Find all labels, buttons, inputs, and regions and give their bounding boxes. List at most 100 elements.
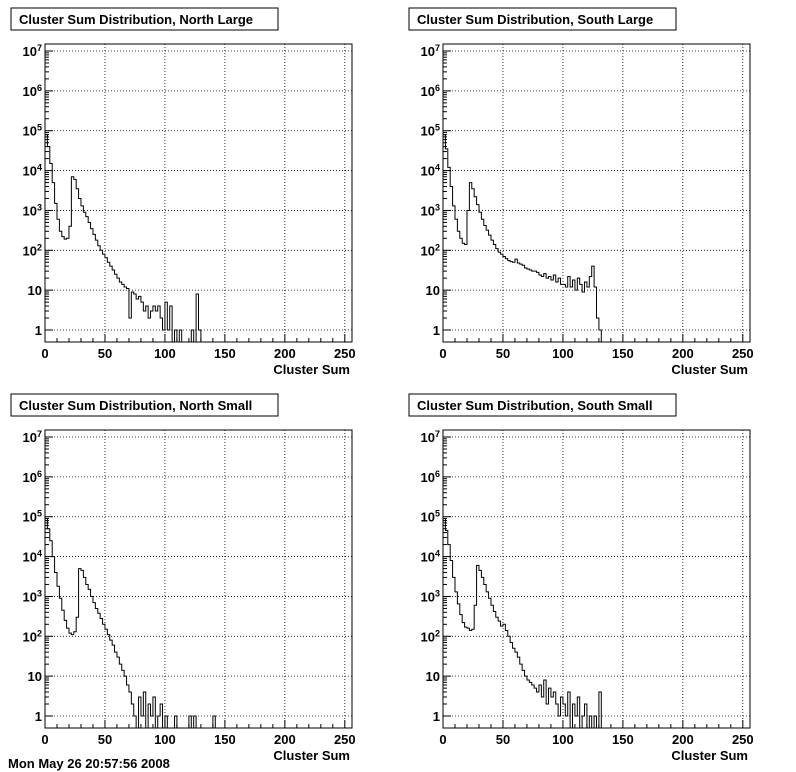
y-tick-label: 102	[421, 242, 440, 258]
histogram-bin	[565, 716, 567, 728]
y-tick-label: 104	[23, 549, 42, 565]
histogram-bin	[98, 246, 100, 342]
histogram-bin	[122, 670, 124, 728]
x-axis-label: Cluster Sum	[273, 748, 350, 763]
x-tick-label: 0	[41, 732, 48, 747]
y-tick-label: 103	[23, 588, 42, 604]
histogram-bin	[515, 652, 517, 728]
histogram-bin	[517, 657, 519, 728]
histogram-bin	[489, 235, 491, 342]
y-tick-label: 104	[23, 163, 42, 179]
histogram-bin	[539, 275, 541, 342]
histogram-bin	[122, 284, 124, 342]
histogram-bin	[55, 572, 57, 728]
histogram-bin	[59, 598, 61, 728]
histogram-bin	[74, 632, 76, 728]
histogram-bin	[551, 697, 553, 728]
histogram-bin	[462, 623, 464, 728]
histogram-bin	[491, 240, 493, 342]
x-tick-label: 100	[154, 732, 176, 747]
x-tick-label: 200	[672, 732, 694, 747]
histogram-bin	[167, 330, 169, 342]
histogram-bin	[98, 613, 100, 728]
histogram-bin	[79, 198, 81, 342]
histogram-bin	[525, 676, 527, 728]
histogram-bin	[570, 287, 572, 342]
histogram-bin	[47, 147, 49, 342]
histogram-bin	[117, 657, 119, 728]
histogram-bin	[541, 277, 543, 342]
histogram-bin	[465, 627, 467, 728]
x-tick-label: 0	[439, 346, 446, 361]
y-tick-label: 103	[421, 202, 440, 218]
histogram-bin	[496, 617, 498, 728]
x-tick-label: 150	[214, 346, 236, 361]
histogram-bin	[537, 272, 539, 342]
y-tick-label: 106	[421, 83, 440, 99]
footer-timestamp: Mon May 26 20:57:56 2008	[8, 756, 170, 771]
histogram-bin	[112, 270, 114, 342]
histogram-bin	[527, 680, 529, 728]
x-tick-label: 100	[552, 346, 574, 361]
histogram-bin	[505, 259, 507, 342]
x-tick-label: 0	[439, 732, 446, 747]
x-tick-label: 250	[732, 732, 754, 747]
x-tick-label: 50	[98, 346, 112, 361]
histogram-bin	[450, 560, 452, 728]
histogram-bin	[136, 299, 138, 342]
x-tick-label: 150	[214, 732, 236, 747]
histogram-bin	[563, 284, 565, 342]
histogram-series	[44, 134, 202, 343]
histogram-bin	[460, 615, 462, 728]
histogram-bin	[100, 250, 102, 342]
histogram-bin	[91, 596, 93, 728]
y-tick-label: 106	[23, 83, 42, 99]
y-tick-label: 102	[23, 242, 42, 258]
histogram-bin	[76, 189, 78, 342]
histogram-bin	[484, 584, 486, 728]
y-tick-label: 10	[28, 669, 42, 684]
y-tick-label: 10	[426, 669, 440, 684]
histogram-bin	[86, 217, 88, 342]
histogram-bin	[52, 557, 54, 728]
histogram-bin	[107, 635, 109, 728]
histogram-bin	[88, 589, 90, 728]
histogram-bin	[510, 642, 512, 728]
histogram-bin	[457, 604, 459, 728]
histogram-bin	[143, 311, 145, 342]
histogram-bin	[50, 164, 52, 342]
y-tick-label: 102	[421, 628, 440, 644]
histogram-series	[442, 518, 607, 729]
histogram-bin	[505, 630, 507, 728]
x-tick-label: 250	[732, 346, 754, 361]
histogram-bin	[95, 240, 97, 342]
histogram-bin	[529, 270, 531, 342]
y-tick-label: 106	[421, 469, 440, 485]
histogram-bin	[515, 259, 517, 342]
histogram-bin	[501, 254, 503, 342]
histogram-bin	[491, 605, 493, 728]
histogram-bin	[532, 271, 534, 342]
histogram-bin	[95, 608, 97, 728]
histogram-panel-south-large: Cluster Sum Distribution, South Large 0 50…	[408, 7, 754, 377]
y-tick-label: 1	[35, 323, 42, 338]
histogram-bin	[455, 592, 457, 728]
y-tick-label: 107	[23, 429, 42, 445]
histogram-bin	[76, 617, 78, 728]
histogram-bin	[527, 269, 529, 342]
chart-title: Cluster Sum Distribution, South Small	[417, 398, 652, 413]
y-tick-label: 102	[23, 628, 42, 644]
histogram-bin	[83, 212, 85, 342]
histogram-bin	[465, 244, 467, 342]
histogram-bin	[110, 640, 112, 728]
histogram-bin	[124, 287, 126, 342]
histogram-panel-south-small: Cluster Sum Distribution, South Small 0 50…	[408, 393, 754, 763]
histogram-bin	[119, 282, 121, 342]
y-tick-label: 10	[426, 283, 440, 298]
histogram-bin	[546, 278, 548, 342]
histogram-bin	[112, 645, 114, 728]
histogram-bin	[52, 183, 54, 342]
y-tick-label: 105	[23, 509, 42, 525]
histogram-bin	[529, 682, 531, 728]
